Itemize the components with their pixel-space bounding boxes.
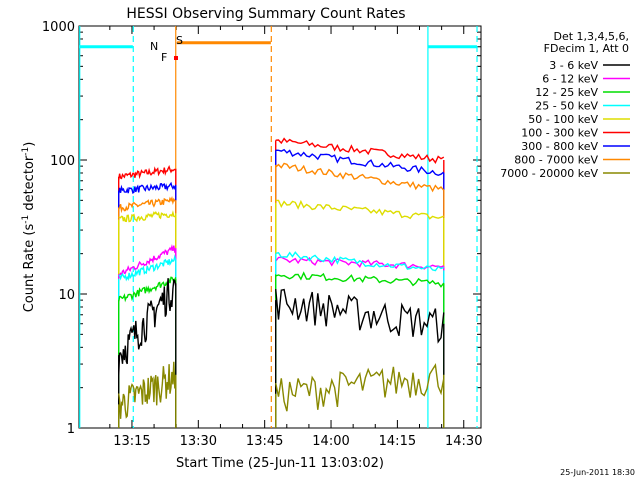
legend-header-1: Det 1,3,4,5,6, bbox=[553, 30, 629, 43]
legend-label: 50 - 100 keV bbox=[528, 113, 598, 126]
legend: Det 1,3,4,5,6, FDecim 1, Att 0 3 - 6 keV… bbox=[500, 30, 630, 180]
series-line bbox=[118, 243, 445, 428]
attenuator-bars bbox=[79, 41, 478, 49]
annotation-s: S bbox=[176, 34, 183, 47]
y-tick-label: 1000 bbox=[42, 20, 75, 35]
axis-ticks: 1 10 100 1000 13:15 13:30 13:45 14:00 14:15 14:30 bbox=[42, 20, 483, 449]
chart-title: HESSI Observing Summary Count Rates bbox=[126, 6, 405, 22]
series-line bbox=[118, 199, 445, 428]
legend-label: 12 - 25 keV bbox=[535, 86, 598, 99]
x-tick-label: 13:45 bbox=[246, 434, 283, 449]
annotation-f: F bbox=[161, 51, 167, 64]
legend-label: 25 - 50 keV bbox=[535, 100, 598, 113]
y-tick-label: 10 bbox=[58, 288, 75, 303]
legend-label: 300 - 800 keV bbox=[521, 140, 598, 153]
x-axis-label: Start Time (25-Jun-11 13:03:02) bbox=[176, 456, 384, 471]
legend-label: 100 - 300 keV bbox=[521, 127, 598, 140]
y-axis-label: Count Rate (s-1 detector-1) bbox=[21, 142, 37, 313]
flare-marker bbox=[174, 56, 178, 60]
plot-frame bbox=[78, 25, 482, 429]
legend-label: 800 - 7000 keV bbox=[514, 154, 598, 167]
legend-label: 7000 - 20000 keV bbox=[500, 167, 598, 180]
boundary-lines bbox=[79, 26, 478, 428]
annotation-n: N bbox=[150, 40, 158, 53]
legend-label: 3 - 6 keV bbox=[549, 59, 598, 72]
legend-label: 6 - 12 keV bbox=[542, 73, 598, 86]
x-tick-label: 13:15 bbox=[113, 434, 150, 449]
timestamp: 25-Jun-2011 18:30 bbox=[560, 468, 635, 477]
y-tick-label: 100 bbox=[50, 154, 75, 169]
y-tick-label: 1 bbox=[67, 422, 75, 437]
x-tick-label: 14:00 bbox=[312, 434, 349, 449]
x-tick-label: 13:30 bbox=[180, 434, 217, 449]
series-line bbox=[118, 278, 445, 428]
x-tick-label: 14:30 bbox=[445, 434, 482, 449]
legend-header-2: FDecim 1, Att 0 bbox=[544, 42, 629, 55]
series-group bbox=[118, 137, 445, 428]
x-tick-label: 14:15 bbox=[379, 434, 416, 449]
series-line bbox=[118, 361, 445, 428]
